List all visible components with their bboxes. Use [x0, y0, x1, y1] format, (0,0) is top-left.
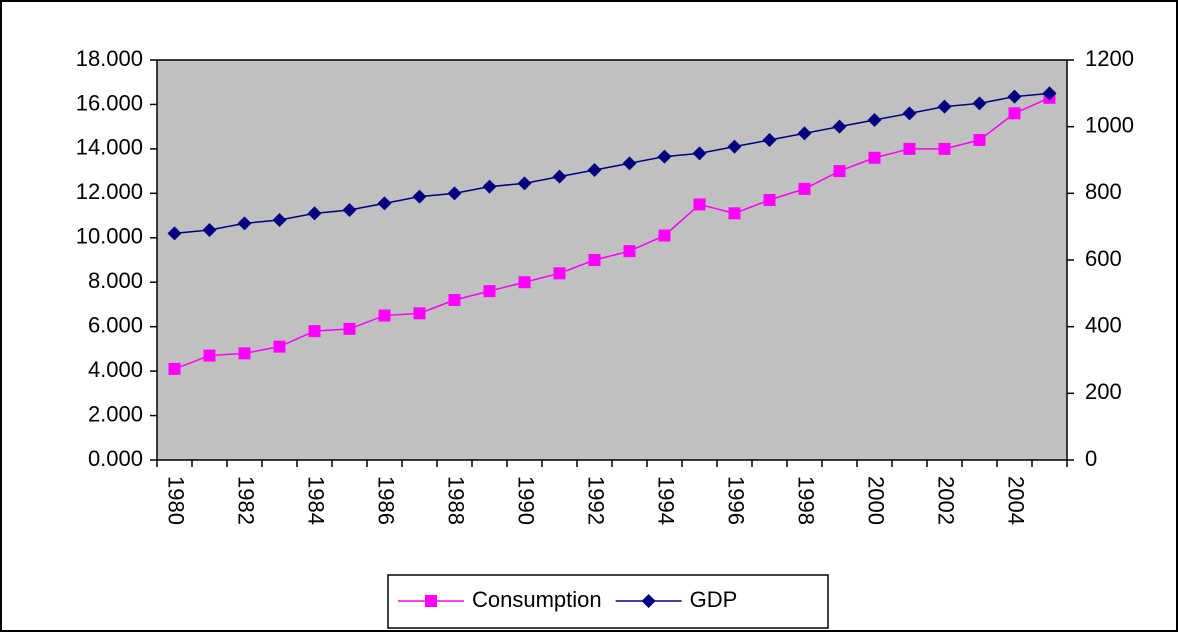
- y-tick-label: 16.000: [76, 90, 143, 115]
- marker: [588, 254, 601, 266]
- marker: [973, 134, 986, 146]
- marker: [833, 165, 846, 178]
- marker: [553, 267, 566, 280]
- marker: [378, 309, 391, 322]
- x-tick-label: 1988: [444, 476, 469, 525]
- x-tick-label: 1996: [724, 476, 749, 525]
- y-tick-label: 2.000: [88, 401, 143, 426]
- marker: [272, 213, 287, 227]
- legend-marker: [425, 595, 437, 607]
- x-tick-label: 1984: [304, 476, 329, 525]
- marker: [517, 176, 532, 191]
- x-tick-label: 2002: [934, 476, 959, 525]
- marker: [692, 146, 707, 161]
- marker: [623, 245, 636, 258]
- y2-tick-label: 200: [1085, 379, 1122, 404]
- marker: [307, 206, 322, 221]
- x-tick-label: 1990: [514, 476, 539, 525]
- marker: [273, 340, 286, 353]
- marker: [447, 186, 462, 201]
- marker: [552, 169, 567, 184]
- marker: [693, 198, 706, 211]
- marker: [203, 349, 216, 362]
- marker: [237, 216, 252, 231]
- y2-tick-label: 800: [1085, 179, 1122, 204]
- marker: [413, 307, 426, 320]
- y-tick-label: 14.000: [76, 135, 143, 160]
- y-tick-label: 6.000: [88, 312, 143, 337]
- marker: [518, 276, 531, 289]
- marker: [412, 189, 427, 204]
- marker: [482, 179, 497, 194]
- marker: [868, 151, 881, 164]
- marker: [762, 133, 777, 147]
- legend-marker: [641, 594, 656, 608]
- y2-tick-label: 1200: [1085, 46, 1134, 71]
- marker: [832, 119, 847, 134]
- marker: [342, 203, 357, 217]
- marker: [798, 182, 811, 195]
- marker: [938, 142, 951, 155]
- marker: [483, 285, 496, 298]
- y-tick-label: 18.000: [76, 46, 143, 71]
- marker: [1007, 89, 1022, 104]
- marker: [1042, 86, 1057, 101]
- x-tick-label: 2000: [864, 476, 889, 525]
- marker: [937, 99, 952, 114]
- y2-tick-label: 1000: [1085, 112, 1134, 137]
- marker: [902, 106, 917, 121]
- x-tick-label: 1982: [234, 476, 259, 525]
- plot-area: [156, 59, 1068, 461]
- marker: [622, 156, 637, 171]
- legend-label: Consumption: [472, 587, 602, 612]
- marker: [903, 142, 916, 155]
- marker: [308, 325, 321, 338]
- marker: [972, 96, 987, 111]
- marker: [1008, 107, 1021, 120]
- marker: [867, 113, 882, 127]
- x-tick-label: 1994: [654, 476, 679, 525]
- y-tick-label: 10.000: [76, 224, 143, 249]
- y-tick-label: 4.000: [88, 357, 143, 382]
- marker: [727, 139, 742, 154]
- marker: [343, 322, 356, 335]
- marker: [587, 163, 602, 177]
- marker: [202, 223, 217, 237]
- y-tick-label: 0.000: [88, 446, 143, 471]
- legend-label: GDP: [690, 587, 738, 612]
- x-tick-label: 2004: [1004, 476, 1029, 525]
- x-tick-label: 1980: [164, 476, 189, 525]
- marker: [763, 194, 776, 206]
- marker: [238, 347, 251, 360]
- marker: [658, 229, 671, 242]
- y-tick-label: 8.000: [88, 268, 143, 293]
- marker: [167, 226, 182, 241]
- y-tick-label: 12.000: [76, 179, 143, 204]
- x-tick-label: 1998: [794, 476, 819, 525]
- x-tick-label: 1992: [584, 476, 609, 525]
- y2-tick-label: 400: [1085, 312, 1122, 337]
- y2-tick-label: 600: [1085, 246, 1122, 271]
- x-tick-label: 1986: [374, 476, 399, 525]
- marker: [797, 126, 812, 141]
- marker: [448, 294, 461, 306]
- marker: [377, 196, 392, 211]
- marker: [657, 149, 672, 164]
- marker: [728, 207, 741, 220]
- y2-tick-label: 0: [1085, 446, 1097, 471]
- marker: [168, 362, 181, 375]
